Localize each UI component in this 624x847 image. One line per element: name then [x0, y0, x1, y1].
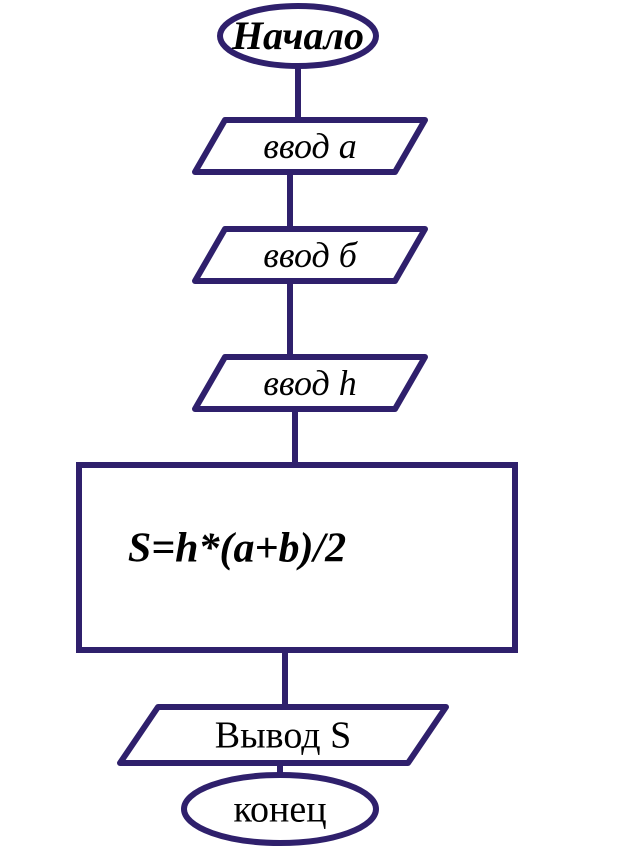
node-out_s: Вывод S — [120, 707, 446, 763]
label-end: конец — [233, 789, 326, 831]
label-start: Начало — [231, 13, 364, 58]
label-in_a: ввод a — [263, 126, 357, 166]
node-in_a: ввод a — [195, 120, 425, 172]
label-in_b: ввод б — [263, 235, 359, 275]
node-in_b: ввод б — [195, 229, 425, 281]
label-out_s: Вывод S — [215, 715, 351, 757]
label-in_h: ввод h — [263, 363, 357, 403]
node-end: конец — [184, 775, 376, 843]
node-start: Начало — [220, 6, 376, 66]
node-in_h: ввод h — [195, 357, 425, 409]
node-calc: S=h*(a+b)/2 — [79, 465, 515, 650]
flowchart-canvas: Начало ввод a ввод б ввод h S=h*(a+b)/2 Вывод… — [0, 0, 624, 847]
label-calc: S=h*(a+b)/2 — [128, 525, 346, 571]
